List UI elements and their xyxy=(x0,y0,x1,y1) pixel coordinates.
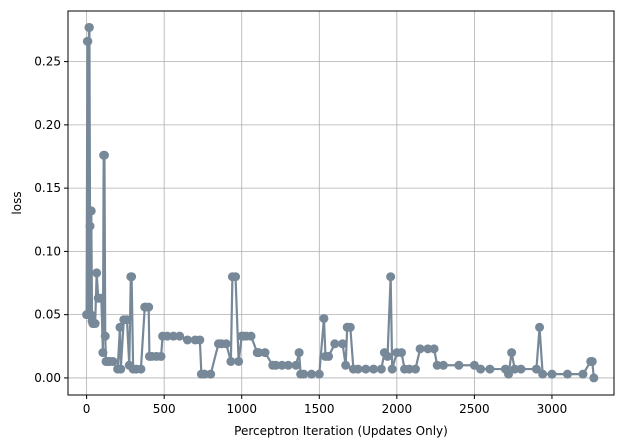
loss-data-point xyxy=(108,356,118,366)
loss-data-point xyxy=(100,331,110,341)
x-tick-label: 500 xyxy=(153,402,176,416)
loss-data-point xyxy=(294,348,304,358)
loss-data-point xyxy=(547,369,557,379)
loss-data-point xyxy=(96,293,106,303)
loss-data-point xyxy=(307,369,317,379)
loss-data-point xyxy=(396,348,406,358)
loss-data-point xyxy=(410,364,420,374)
loss-data-point xyxy=(330,339,340,349)
loss-data-point xyxy=(386,272,396,282)
loss-data-point xyxy=(432,360,442,370)
y-tick-label: 0.25 xyxy=(34,55,61,69)
y-tick-label: 0.15 xyxy=(34,181,61,195)
plot-frame xyxy=(67,10,615,396)
loss-data-point xyxy=(92,268,102,278)
loss-data-point xyxy=(200,369,209,379)
loss-data-point xyxy=(226,356,236,366)
loss-data-point xyxy=(195,335,205,345)
loss-data-point xyxy=(260,348,270,358)
x-tick-label: 2500 xyxy=(459,402,490,416)
loss-data-point xyxy=(234,356,244,366)
loss-data-point xyxy=(115,322,125,332)
x-tick-label: 1000 xyxy=(226,402,257,416)
loss-data-point xyxy=(345,322,355,332)
loss-data-point xyxy=(98,348,108,358)
loss-data-point xyxy=(156,351,166,361)
y-tick-label: 0.10 xyxy=(34,244,61,258)
loss-data-point xyxy=(587,356,597,366)
loss-data-point xyxy=(376,364,386,374)
loss-data-point xyxy=(387,364,397,374)
y-tick-label: 0.20 xyxy=(34,118,61,132)
loss-data-point xyxy=(438,360,448,370)
loss-data-point xyxy=(531,364,541,374)
loss-data-point xyxy=(144,302,154,312)
loss-data-point xyxy=(127,272,137,282)
loss-data-point xyxy=(504,369,514,379)
loss-data-point xyxy=(383,351,393,361)
loss-data-point xyxy=(454,360,464,370)
loss-data-point xyxy=(86,206,96,216)
loss-data-point xyxy=(162,331,172,341)
grid-lines xyxy=(68,11,614,395)
loss-data-point xyxy=(221,339,231,349)
loss-data-point xyxy=(429,344,439,354)
loss-data-point xyxy=(299,369,309,379)
x-axis-ticks: 0 500 1000 1500 2000 2500 3000 xyxy=(83,395,567,416)
loss-data-point xyxy=(168,331,178,341)
x-tick-label: 2000 xyxy=(382,402,413,416)
loss-data-point xyxy=(516,364,526,374)
x-tick-label: 1500 xyxy=(304,402,335,416)
loss-data-point xyxy=(589,373,599,383)
loss-data-point xyxy=(314,369,324,379)
loss-data-point xyxy=(319,313,329,323)
loss-data-point xyxy=(116,364,126,374)
loss-data-point xyxy=(324,351,334,361)
loss-data-point xyxy=(361,364,371,374)
loss-data-point xyxy=(231,272,241,282)
loss-data-point xyxy=(538,369,548,379)
y-tick-label: 0.00 xyxy=(34,371,61,385)
loss-data-point xyxy=(175,331,185,341)
y-tick-label: 0.05 xyxy=(34,308,61,322)
loss-data-point xyxy=(84,22,94,32)
x-tick-label: 3000 xyxy=(537,402,568,416)
loss-data-point xyxy=(99,150,109,160)
loss-data-point xyxy=(83,36,93,46)
x-axis-label: Perceptron Iteration (Updates Only) xyxy=(234,424,448,438)
loss-data-point xyxy=(404,364,414,374)
loss-data-point xyxy=(246,331,256,341)
loss-data-point xyxy=(535,322,545,332)
loss-data-point xyxy=(206,369,216,379)
loss-data-point xyxy=(136,364,146,374)
loss-data-point xyxy=(578,369,588,379)
loss-data-point xyxy=(507,348,517,358)
loss-data-point xyxy=(291,360,301,370)
loss-data-point xyxy=(562,369,572,379)
loss-data-point xyxy=(277,360,287,370)
loss-data-point xyxy=(122,315,132,325)
loss-data-point xyxy=(90,319,100,329)
x-tick-label: 0 xyxy=(83,402,91,416)
loss-data-point xyxy=(182,335,192,345)
loss-data-point xyxy=(283,360,293,370)
loss-data-point xyxy=(271,360,281,370)
loss-data-point xyxy=(415,344,425,354)
loss-data-point xyxy=(85,221,95,231)
y-axis-label: loss xyxy=(10,191,24,214)
loss-data-point xyxy=(341,360,351,370)
loss-series xyxy=(82,22,599,383)
loss-data-point xyxy=(369,364,379,374)
loss-data-point xyxy=(353,364,363,374)
loss-data-point xyxy=(338,339,348,349)
loss-data-point xyxy=(476,364,486,374)
loss-data-point xyxy=(423,344,433,354)
loss-series-line xyxy=(85,26,595,379)
loss-data-point xyxy=(485,364,495,374)
y-axis-ticks: 0.00 0.05 0.10 0.15 0.20 0.25 xyxy=(34,55,68,385)
loss-data-point xyxy=(254,348,264,358)
loss-data-point xyxy=(510,364,520,374)
